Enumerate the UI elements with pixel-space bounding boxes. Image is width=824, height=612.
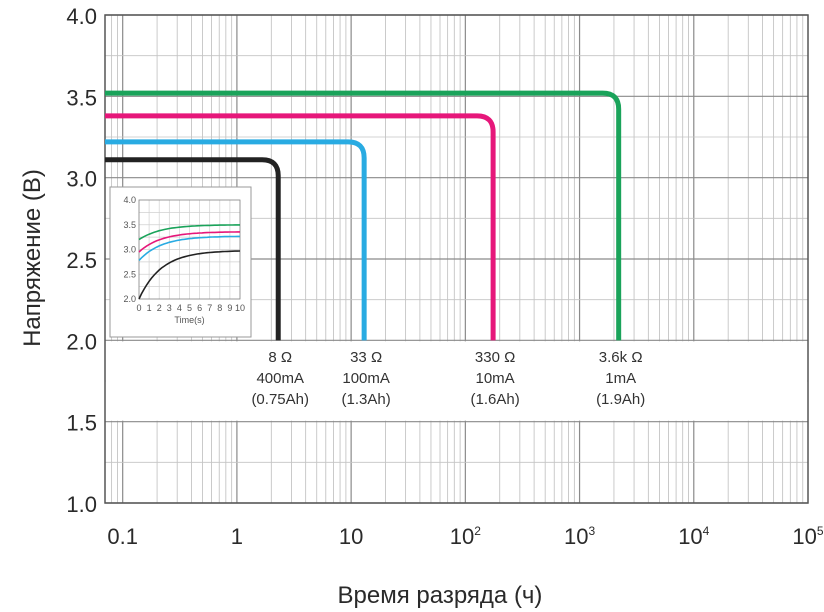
curve-annotation: 33 Ω [350, 349, 382, 366]
inset-y-tick-label: 4.0 [123, 195, 136, 205]
curve-annotation: 1mA [605, 370, 636, 387]
curve-annotation: 8 Ω [268, 349, 292, 366]
y-tick-label: 2.5 [66, 248, 97, 273]
y-tick-label: 3.0 [66, 167, 97, 192]
inset-x-tick-label: 4 [177, 303, 182, 313]
inset-x-tick-label: 1 [147, 303, 152, 313]
inset-x-tick-label: 8 [217, 303, 222, 313]
inset-curve [138, 231, 240, 253]
y-tick-label: 1.5 [66, 411, 97, 436]
curve-annotation: 400mA [256, 370, 304, 387]
inset-x-tick-label: 3 [167, 303, 172, 313]
inset-x-tick-label: 9 [227, 303, 232, 313]
discharge-curve [105, 113, 496, 341]
inset-curve [138, 235, 240, 261]
inset-x-tick-label: 7 [207, 303, 212, 313]
curve-annotation: (1.3Ah) [342, 391, 391, 408]
x-tick-label: 10 [339, 524, 363, 549]
inset-x-tick-label: 10 [235, 303, 245, 313]
inset-y-tick-label: 3.5 [123, 220, 136, 230]
x-tick-label: 1 [231, 524, 243, 549]
y-tick-label: 1.0 [66, 492, 97, 517]
curve-annotation: 100mA [342, 370, 390, 387]
y-axis-label: Напряжение (В) [19, 169, 46, 347]
x-axis-label: Время разряда (ч) [338, 582, 543, 609]
inset-y-tick-label: 3.0 [123, 245, 136, 255]
curve-annotation: (1.6Ah) [471, 391, 520, 408]
inset-x-tick-label: 6 [197, 303, 202, 313]
annotation-band [106, 341, 807, 421]
inset-y-tick-label: 2.0 [123, 294, 136, 304]
inset-x-tick-label: 0 [136, 303, 141, 313]
curve-annotation: (0.75Ah) [251, 391, 309, 408]
curve-annotation: 10mA [476, 370, 515, 387]
x-tick-label: 103 [564, 524, 595, 549]
inset-chart: 2.0 2.5 3.0 3.5 4.0 0 1 2 3 4 5 6 7 8 9 10 Time(s) [109, 186, 252, 338]
curve-annotation: 330 Ω [475, 349, 515, 366]
x-tick-label: 0.1 [107, 524, 138, 549]
plot-frame [104, 14, 809, 504]
x-tick-label: 102 [450, 524, 481, 549]
inset-x-tick-label: 2 [157, 303, 162, 313]
inset-x-axis-label: Time(s) [174, 315, 204, 325]
inset-frame [138, 199, 241, 300]
discharge-curve [105, 90, 622, 341]
y-tick-label: 3.5 [66, 85, 97, 110]
x-tick-label: 104 [678, 524, 709, 549]
inset-y-tick-label: 2.5 [123, 269, 136, 279]
y-tick-label: 4.0 [66, 4, 97, 29]
inset-curve [138, 224, 240, 241]
curve-annotation: (1.9Ah) [596, 391, 645, 408]
discharge-curve [105, 139, 367, 341]
inset-x-tick-label: 5 [187, 303, 192, 313]
discharge-curve [105, 157, 281, 341]
curve-annotation: 3.6k Ω [599, 349, 643, 366]
x-tick-label: 105 [792, 524, 823, 549]
y-tick-label: 2.0 [66, 329, 97, 354]
inset-curve [138, 250, 241, 300]
